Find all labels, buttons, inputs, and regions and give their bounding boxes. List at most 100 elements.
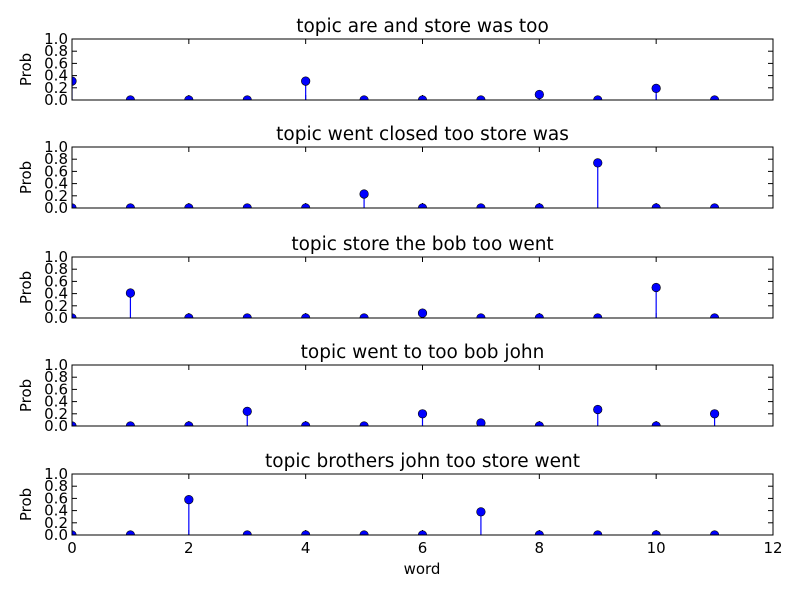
y-tick-label: 0.8	[44, 477, 68, 495]
x-tick-label: 0	[67, 539, 77, 557]
subplot-frame	[71, 364, 774, 427]
stem-marker	[651, 530, 661, 535]
y-tick-label: 0.4	[44, 175, 68, 193]
stem-marker	[534, 421, 544, 426]
stem-series	[72, 404, 720, 426]
stem-marker	[417, 308, 428, 318]
x-tick-label: 6	[418, 539, 428, 557]
stem-marker	[593, 530, 603, 535]
stem-marker	[359, 189, 369, 199]
y-tick-label: 0.4	[44, 285, 68, 303]
stem-marker	[593, 158, 603, 168]
stem-marker	[359, 313, 369, 318]
subplot-title: topic brothers john too store went	[265, 451, 580, 472]
y-tick-label: 1.0	[44, 248, 68, 266]
stem-marker	[242, 530, 252, 535]
subplot-2: topic went closed too store wasProb0.00.…	[17, 124, 774, 217]
y-tick-label: 0.2	[44, 297, 68, 315]
y-tick-label: 0.8	[44, 150, 68, 168]
y-tick-label: 0.4	[44, 393, 68, 411]
stem-marker	[651, 421, 661, 426]
stem-marker	[417, 530, 428, 535]
stem-marker	[709, 313, 720, 318]
stem-marker	[476, 418, 486, 426]
stem-marker	[184, 495, 194, 505]
subplot-title: topic are and store was too	[296, 16, 549, 37]
y-tick-label: 0.4	[44, 502, 68, 520]
y-tick-label: 0.6	[44, 162, 68, 180]
stem-marker	[359, 421, 369, 426]
stem-marker	[534, 313, 544, 318]
y-tick-label: 0.0	[44, 91, 68, 109]
stem-marker	[301, 530, 311, 535]
subplot-frame	[71, 256, 774, 319]
stem-marker	[242, 313, 252, 318]
stem-marker	[125, 421, 136, 426]
y-tick-label: 0.6	[44, 54, 68, 72]
stem-marker	[72, 421, 77, 426]
subplot-frame	[71, 473, 774, 536]
y-tick-label: 0.0	[44, 417, 68, 435]
y-axis-label: Prob	[17, 379, 35, 412]
subplot-title: topic went to too bob john	[301, 342, 545, 363]
y-axis-label: Prob	[17, 53, 35, 86]
x-axis-label: word	[404, 560, 441, 578]
x-tick-label: 8	[535, 539, 545, 557]
y-tick-label: 1.0	[44, 30, 68, 48]
y-tick-label: 0.8	[44, 368, 68, 386]
y-tick-label: 0.8	[44, 260, 68, 278]
stem-marker	[184, 313, 194, 318]
subplot-title: topic store the bob too went	[291, 234, 553, 255]
y-tick-label: 0.6	[44, 272, 68, 290]
subplot-5: topic brothers john too store went Prob 0.…	[17, 451, 783, 557]
stem-marker	[72, 76, 77, 86]
subplot-title: topic went closed too store was	[276, 124, 569, 145]
stem-marker	[534, 89, 544, 100]
stem-marker	[651, 282, 661, 293]
stem-series	[72, 282, 720, 318]
subplot-1: topic are and store was too Prob 0.00.20.4…	[17, 16, 774, 109]
stem-marker	[301, 76, 311, 86]
x-tick-label: 4	[301, 539, 311, 557]
y-tick-label: 0.4	[44, 67, 68, 85]
y-axis-label: Prob	[17, 488, 35, 521]
stem-marker	[651, 83, 661, 94]
subplot-frame	[71, 146, 774, 209]
stem-marker	[476, 313, 486, 318]
y-tick-label: 0.2	[44, 187, 68, 205]
y-tick-label: 0.6	[44, 380, 68, 398]
y-tick-label: 0.2	[44, 514, 68, 532]
y-tick-label: 0.6	[44, 489, 68, 507]
subplot-3: topic store the bob too wentProb0.00.20.…	[17, 234, 774, 327]
y-axis-label: Prob	[17, 271, 35, 304]
stem-marker	[301, 313, 311, 318]
stem-series	[72, 76, 720, 100]
stem-marker	[301, 421, 311, 426]
y-tick-label: 0.2	[44, 405, 68, 423]
y-tick-label: 0.0	[44, 526, 68, 544]
y-tick-label: 1.0	[44, 138, 68, 156]
y-axis-label: Prob	[17, 161, 35, 194]
y-tick-label: 1.0	[44, 356, 68, 374]
stem-marker	[593, 404, 603, 415]
y-tick-label: 0.2	[44, 79, 68, 97]
y-tick-label: 0.8	[44, 42, 68, 60]
stem-marker	[534, 530, 544, 535]
x-tick-label: 2	[184, 539, 194, 557]
stem-marker	[476, 507, 486, 517]
stem-marker	[125, 288, 136, 298]
x-tick-label: 10	[647, 539, 666, 557]
stem-marker	[184, 421, 194, 426]
stem-marker	[359, 530, 369, 535]
stem-marker	[242, 406, 252, 416]
stem-marker	[709, 409, 720, 419]
stem-marker	[709, 530, 720, 535]
stem-series	[72, 495, 720, 535]
y-tick-label: 1.0	[44, 465, 68, 483]
y-tick-label: 0.0	[44, 309, 68, 327]
x-tick-label: 12	[763, 539, 782, 557]
y-tick-label: 0.0	[44, 199, 68, 217]
stem-marker	[72, 530, 77, 535]
